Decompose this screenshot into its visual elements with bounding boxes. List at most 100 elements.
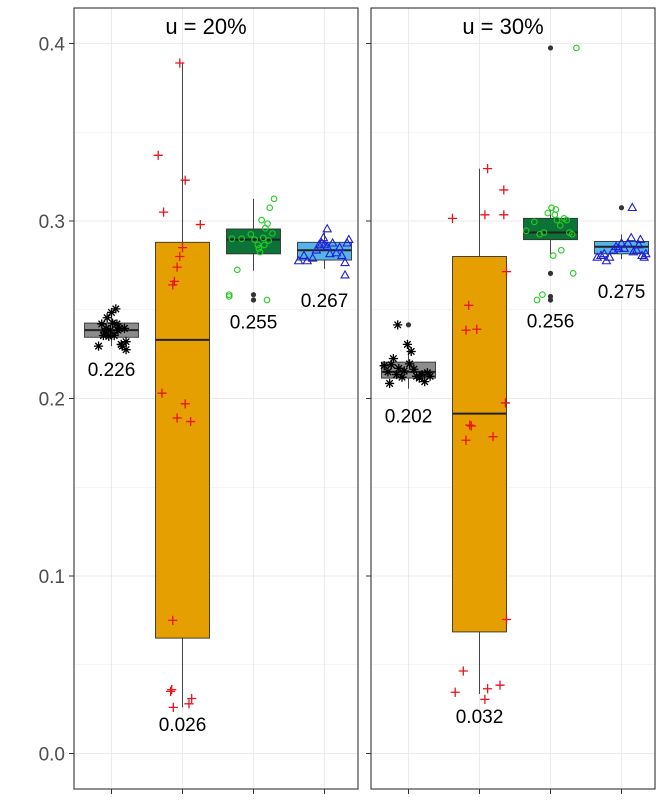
data-point (631, 244, 642, 254)
data-point (100, 327, 110, 337)
data-point (167, 685, 177, 695)
data-point (539, 291, 546, 299)
data-point (627, 202, 638, 212)
data-point (324, 248, 335, 258)
jitter-points (293, 223, 354, 279)
data-point (604, 252, 615, 261)
outlier-point (250, 292, 257, 298)
data-point (247, 230, 255, 238)
data-point (488, 432, 498, 442)
outlier-point (405, 322, 412, 328)
data-point (166, 686, 176, 696)
data-point (336, 250, 347, 259)
value-label: 0.026 (159, 715, 207, 736)
data-point (102, 313, 112, 323)
data-point (412, 371, 422, 381)
data-point (331, 247, 342, 257)
data-point (483, 684, 493, 694)
box-group-4: 0.267 (293, 223, 354, 312)
data-point (399, 366, 409, 376)
value-label: 0.226 (88, 360, 136, 381)
data-point (383, 367, 393, 377)
data-point (187, 693, 197, 704)
data-point (104, 331, 114, 341)
data-point (184, 699, 194, 709)
data-point (168, 702, 178, 712)
data-point (112, 319, 122, 329)
data-point (530, 218, 538, 226)
value-label: 0.032 (456, 707, 504, 728)
data-point (177, 243, 188, 253)
data-point (263, 296, 271, 304)
data-point (495, 680, 505, 690)
jitter-points (447, 164, 512, 704)
data-point (553, 216, 561, 224)
data-point (314, 239, 325, 249)
data-point (393, 320, 403, 330)
data-point (394, 363, 404, 373)
data-point (111, 304, 121, 314)
data-point (640, 248, 651, 258)
data-point (533, 296, 541, 304)
data-point (592, 252, 603, 261)
panel-1: u = 20% 0.226 0.026 0.255 0.267 (73, 7, 359, 794)
data-point (596, 250, 606, 259)
panels-layer: u = 20% 0.226 0.026 0.255 0.267 u = 30% 0.202 0… (73, 7, 656, 794)
data-point (264, 220, 271, 228)
y-tick-label: 0.2 (39, 390, 65, 411)
outlier-point (547, 45, 554, 51)
data-point (397, 372, 407, 382)
data-point (425, 371, 435, 381)
data-point (626, 232, 637, 242)
data-point (340, 257, 350, 267)
box (452, 256, 507, 633)
data-point (480, 210, 490, 220)
data-point (157, 388, 167, 398)
box-group-3: 0.256 (522, 44, 580, 332)
data-point (500, 398, 511, 408)
data-point (260, 241, 268, 249)
box-group-1: 0.202 (379, 320, 436, 427)
data-point (121, 345, 131, 355)
data-point (623, 237, 633, 247)
data-point (119, 323, 130, 333)
value-label: 0.255 (230, 312, 278, 333)
box (155, 241, 210, 639)
data-point (540, 229, 548, 236)
data-point (499, 185, 509, 195)
panel-title: u = 30% (462, 14, 543, 39)
data-point (293, 255, 304, 265)
data-point (175, 58, 185, 68)
data-point (343, 234, 354, 243)
data-point (180, 175, 190, 185)
data-point (195, 219, 205, 230)
value-label: 0.202 (385, 406, 433, 427)
data-point (483, 164, 493, 174)
data-point (270, 195, 278, 203)
y-tick-label: 0.3 (39, 212, 65, 233)
data-point (225, 293, 233, 300)
data-point (255, 245, 263, 252)
data-point (106, 307, 117, 318)
data-point (186, 416, 196, 427)
box-group-1: 0.226 (84, 304, 139, 381)
data-point (599, 248, 610, 258)
data-point (557, 246, 565, 254)
jitter-points (153, 58, 205, 712)
data-point (168, 615, 178, 625)
data-point (635, 234, 646, 243)
data-point (109, 330, 119, 341)
data-point (322, 223, 333, 233)
data-point (616, 237, 627, 247)
data-point (501, 266, 512, 277)
value-label: 0.275 (598, 282, 646, 303)
data-point (552, 206, 560, 213)
y-tick-label: 0.1 (39, 567, 65, 588)
data-point (386, 360, 396, 370)
data-point (548, 204, 555, 212)
data-point (159, 207, 169, 217)
data-point (461, 435, 471, 445)
data-point (180, 399, 190, 409)
jitter-points (93, 304, 131, 355)
